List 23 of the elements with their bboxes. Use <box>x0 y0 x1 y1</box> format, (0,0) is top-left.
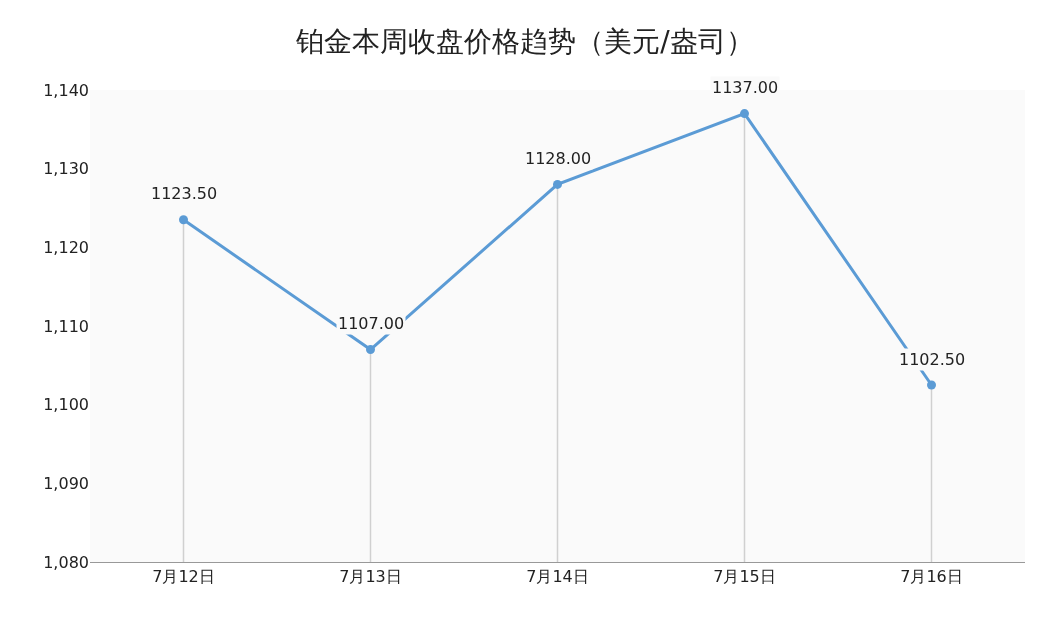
x-tick-label: 7月14日 <box>526 567 589 587</box>
y-tick-label: 1,080 <box>43 552 89 572</box>
point <box>927 380 936 390</box>
data-label: 1137.00 <box>712 78 779 97</box>
data-label: 1123.50 <box>151 184 218 203</box>
y-tick-label: 1,130 <box>43 159 89 179</box>
y-tick-label: 1,100 <box>43 395 89 415</box>
point <box>553 179 562 189</box>
x-tick-label: 7月15日 <box>713 567 776 587</box>
point <box>179 215 188 225</box>
y-tick-label: 1,110 <box>43 316 89 336</box>
data-label: 1102.50 <box>899 350 966 369</box>
x-tick-label: 7月16日 <box>900 567 963 587</box>
x-tick-label: 7月12日 <box>152 567 215 587</box>
y-tick-label: 1,120 <box>43 237 89 257</box>
chart-title: 铂金本周收盘价格趋势（美元/盎司） <box>295 24 754 58</box>
data-label: 1128.00 <box>525 149 592 168</box>
y-tick-label: 1,140 <box>43 80 89 100</box>
data-label: 1107.00 <box>338 314 405 333</box>
point <box>366 345 375 355</box>
y-tick-label: 1,090 <box>43 473 89 493</box>
point <box>740 109 749 119</box>
x-tick-label: 7月13日 <box>339 567 402 587</box>
